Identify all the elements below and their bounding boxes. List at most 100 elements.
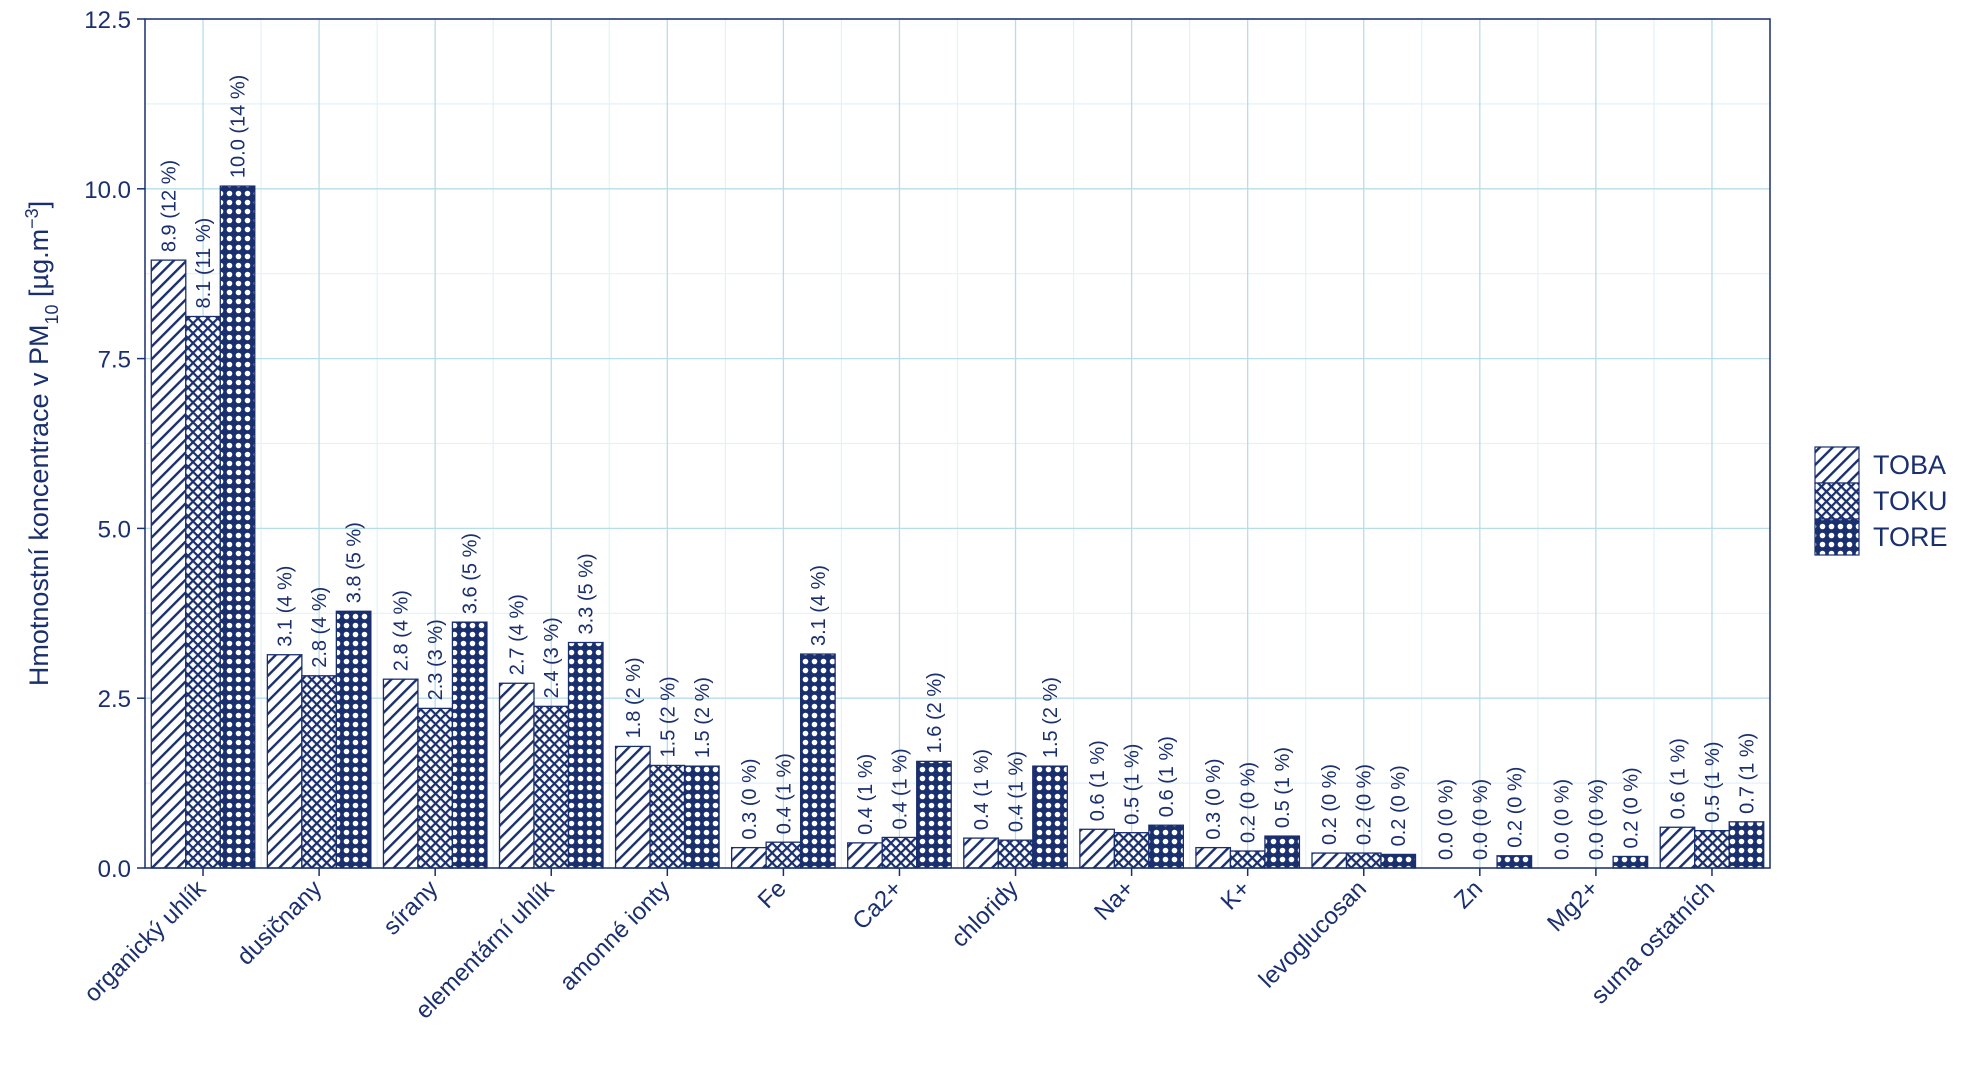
data-label: 2.7 (4 %) [507,594,529,675]
data-label: 0.4 (1 %) [855,754,877,835]
y-axis-title-unit-open: [µg.m [24,229,54,305]
data-label: 2.4 (3 %) [541,617,563,698]
x-tick-label: organický uhlík [79,874,212,1007]
bar-toku [881,836,918,869]
y-tick-label: 10.0 [84,177,131,204]
bar-tore [335,610,372,869]
data-label: 8.1 (11 %) [193,218,215,309]
data-labels: 8.9 (12 %) 8.1 (11 %) 10.0 (14 %) 3.1 (4 %)… [159,75,1759,860]
data-label: 0.5 (1 %) [1702,741,1724,822]
data-label: 0.4 (1 %) [971,749,993,830]
bar-toba [1659,826,1696,869]
bar-toba [266,654,303,869]
bar-toku [1229,850,1266,869]
legend-swatch-toba [1814,446,1860,484]
data-label: 3.8 (5 %) [344,522,366,603]
x-tick-label: Na+ [1089,875,1140,926]
data-label: 0.0 (0 %) [1470,779,1492,860]
data-label: 1.8 (2 %) [623,657,645,738]
data-label: 2.8 (4 %) [391,590,413,671]
data-label: 0.3 (0 %) [1203,758,1225,839]
data-label: 0.5 (1 %) [1272,747,1294,828]
bar-toku [301,675,338,869]
bar-toku [533,705,570,869]
x-tick-label: sírany [378,875,443,940]
legend-swatch-tore [1814,518,1860,556]
bar-tore [1380,853,1417,869]
data-label: 0.5 (1 %) [1122,744,1144,825]
x-tick-label: Zn [1449,875,1488,914]
bar-tore [1612,855,1649,869]
x-tick-label: dusičnany [232,875,328,971]
bar-tore [916,760,952,869]
bar-toba [730,846,767,869]
legend-swatch-toku [1814,482,1860,520]
legend: TOBA TOKU TORE [1814,446,1948,556]
data-label: 0.6 (1 %) [1087,740,1109,821]
y-axis-title: Hmotnostní koncentrace v PM10 [µg.m−3] [22,201,62,686]
data-label: 1.5 (2 %) [1040,677,1062,758]
bar-toku [1694,829,1730,869]
x-tick-label: chloridy [946,875,1024,953]
x-tick-label: suma ostatních [1586,875,1720,1009]
data-label: 0.2 (0 %) [1388,765,1410,846]
bar-tore [1496,855,1533,869]
bar-toba [498,682,535,869]
x-tick-label: amonné ionty [555,875,676,996]
y-tick-label: 7.5 [98,347,131,374]
bar-toku [649,764,686,869]
data-label: 0.4 (1 %) [773,753,795,834]
bar-toba [1195,846,1232,869]
data-label: 0.0 (0 %) [1435,779,1457,860]
x-tick-label: levoglucosan [1254,875,1372,993]
bar-toku [1345,852,1382,869]
x-tick-label: Mg2+ [1542,875,1604,937]
y-tick-label: 12.5 [84,7,131,34]
bar-toku [997,839,1034,869]
bar-toba [963,837,999,869]
data-label: 0.0 (0 %) [1586,779,1608,860]
bar-tore [1032,765,1068,869]
data-label: 0.2 (0 %) [1620,767,1642,848]
y-axis-title-unit-close: ] [24,201,54,209]
data-label: 8.9 (12 %) [159,160,181,252]
bar-toba [150,259,187,869]
data-label: 2.8 (4 %) [309,587,331,668]
bar-toku [765,841,802,869]
y-tick-label: 2.5 [98,686,131,713]
y-axis-title-prefix: Hmotnostní koncentrace v PM [24,325,54,687]
data-label: 1.5 (2 %) [657,676,679,757]
data-label: 10.0 (14 %) [228,75,250,178]
x-tick-label: Ca2+ [848,875,908,935]
data-label: 3.6 (5 %) [460,533,482,614]
bar-toba [1311,852,1348,869]
data-label: 3.1 (4 %) [808,565,830,646]
data-label: 0.2 (0 %) [1238,762,1260,843]
bar-tore [683,765,720,869]
bar-toba [614,745,651,869]
legend-label: TOKU [1873,486,1948,516]
data-label: 0.6 (1 %) [1667,738,1689,819]
y-tick-label: 0.0 [98,856,131,883]
data-label: 0.0 (0 %) [1551,779,1573,860]
bar-tore [567,641,604,869]
bar-toku [185,315,221,869]
data-label: 1.5 (2 %) [692,677,714,758]
data-label: 0.4 (1 %) [1006,751,1028,832]
bar-tore [219,185,256,869]
data-label: 3.3 (5 %) [576,553,598,634]
data-label: 0.4 (1 %) [889,748,911,829]
data-label: 0.6 (1 %) [1156,736,1178,817]
axes: 0.0 2.5 5.0 7.5 10.0 12.5 organický uhlík dusič… [22,7,1771,1024]
x-tick-label: Fe [753,875,792,914]
data-label: 0.2 (0 %) [1319,764,1341,845]
y-axis-title-superscript: −3 [22,208,42,229]
y-axis-title-subscript: 10 [42,304,62,324]
bar-toba [1079,828,1116,869]
x-tick-label: K+ [1216,875,1256,915]
bar-tore [1148,824,1185,869]
bar-tore [799,653,836,869]
data-label: 0.7 (1 %) [1736,733,1758,814]
y-tick-label: 5.0 [98,516,131,543]
